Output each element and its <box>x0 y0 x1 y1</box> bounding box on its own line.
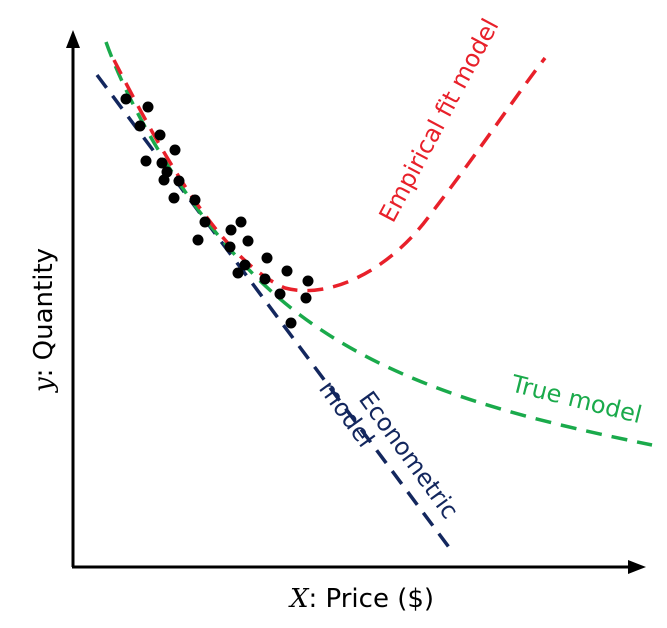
true-model-label: True model <box>508 369 645 429</box>
x-axis-variable: X <box>288 584 310 614</box>
data-point <box>239 259 251 271</box>
data-point <box>261 252 273 264</box>
econometric-model-label: Econometric model <box>313 360 468 545</box>
econometric-model-line <box>95 73 453 552</box>
data-point <box>224 241 236 253</box>
data-point <box>285 317 297 329</box>
data-point <box>225 224 237 236</box>
empirical-fit-curve <box>112 56 547 293</box>
data-point <box>169 144 181 156</box>
data-point <box>156 157 168 169</box>
data-point <box>235 216 247 228</box>
data-point <box>173 175 185 187</box>
data-point <box>242 235 254 247</box>
x-axis-label: : Price ($) <box>308 584 434 614</box>
data-point <box>140 155 152 167</box>
data-point <box>199 216 211 228</box>
y-axis-title: y: Quantity <box>29 248 59 393</box>
data-point <box>300 292 312 304</box>
data-point <box>302 275 314 287</box>
data-point <box>134 120 146 132</box>
y-axis-label: : Quantity <box>29 248 59 377</box>
data-point <box>158 174 170 186</box>
data-points <box>120 93 314 329</box>
data-point <box>274 288 286 300</box>
data-point <box>192 234 204 246</box>
axes <box>66 30 646 574</box>
data-point <box>232 267 244 279</box>
data-point <box>259 273 271 285</box>
y-axis-arrow-icon <box>66 30 80 48</box>
econometric-label-line1: Econometric <box>353 386 464 524</box>
data-point <box>120 93 132 105</box>
y-axis-variable: y <box>29 377 59 393</box>
empirical-fit-label: Empirical fit model <box>374 14 505 227</box>
data-point <box>281 265 293 277</box>
data-point <box>142 101 154 113</box>
x-axis-arrow-icon <box>628 560 646 574</box>
data-point <box>154 129 166 141</box>
data-point <box>168 192 180 204</box>
data-point <box>189 194 201 206</box>
x-axis-title: X: Price ($) <box>288 584 434 614</box>
